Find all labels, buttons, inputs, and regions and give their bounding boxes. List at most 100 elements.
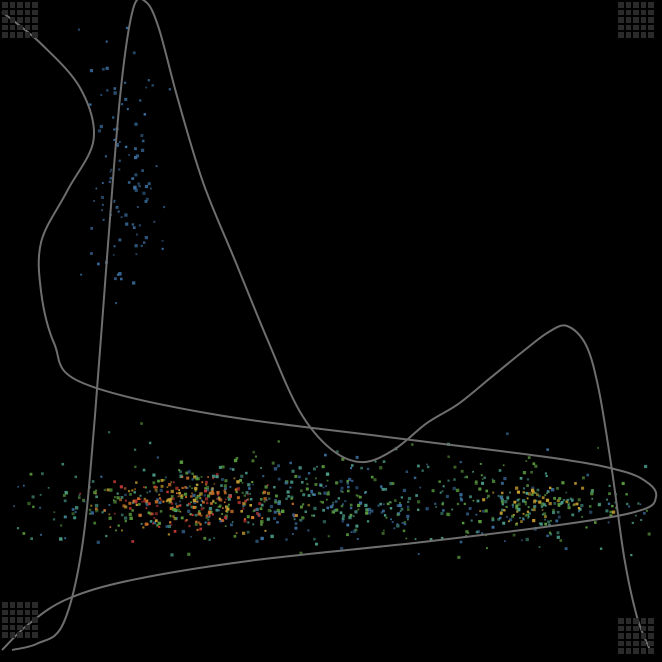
scatter-point — [146, 504, 149, 507]
scatter-point — [158, 497, 161, 500]
scatter-point — [252, 510, 255, 513]
corner-tile — [24, 17, 31, 23]
scatter-point — [340, 504, 344, 508]
scatter-point — [113, 512, 116, 515]
scatter-point — [316, 465, 318, 468]
scatter-point — [608, 492, 611, 496]
scatter-point — [277, 511, 281, 514]
scatter-point — [586, 473, 589, 477]
scatter-point — [100, 195, 104, 199]
scatter-point — [156, 498, 159, 502]
scatter-point — [23, 484, 25, 487]
corner-tile — [633, 618, 639, 624]
scatter-point — [331, 510, 335, 514]
scatter-point — [527, 515, 530, 518]
scatter-point — [122, 504, 126, 508]
scatter-point — [132, 499, 136, 503]
scatter-point — [263, 490, 267, 494]
scatter-point — [528, 492, 532, 496]
scatter-point — [101, 209, 103, 212]
scatter-point — [134, 499, 138, 503]
scatter-point — [216, 493, 219, 496]
scatter-point — [609, 510, 613, 514]
corner-tile — [24, 617, 31, 623]
scatter-point — [172, 506, 174, 508]
scatter-point — [170, 495, 174, 498]
scatter-point — [417, 500, 421, 504]
scatter-point — [271, 461, 275, 465]
scatter-point — [403, 522, 407, 526]
scatter-point — [159, 510, 163, 513]
scatter-point — [161, 247, 164, 250]
scatter-point — [459, 497, 462, 500]
corner-tile — [2, 32, 8, 38]
corner-tile — [32, 609, 38, 616]
scatter-point — [504, 540, 506, 542]
scatter-point — [276, 508, 280, 513]
scatter-point — [644, 464, 648, 469]
scatter-point — [589, 510, 593, 514]
scatter-point — [30, 537, 33, 540]
scatter-point — [556, 531, 560, 535]
scatter-point — [453, 465, 457, 469]
scatter-point — [294, 474, 298, 478]
scatter-point — [152, 522, 154, 525]
corner-tile — [32, 632, 38, 638]
scatter-point — [552, 511, 556, 515]
scatter-point — [142, 191, 146, 195]
scatter-point — [546, 492, 548, 495]
scatter-point — [135, 253, 138, 256]
scatter-point — [133, 448, 137, 451]
scatter-point — [383, 514, 387, 517]
scatter-point — [399, 502, 401, 504]
scatter-point — [299, 551, 303, 555]
scatter-point — [131, 509, 134, 512]
corner-tile — [640, 2, 647, 8]
scatter-point — [129, 493, 132, 496]
scatter-point — [347, 489, 350, 493]
scatter-point — [400, 496, 403, 499]
scatter-point — [100, 94, 103, 96]
scatter-point — [555, 519, 559, 523]
scatter-point — [100, 475, 103, 478]
scatter-point — [141, 500, 143, 503]
scatter-point — [208, 506, 213, 511]
scatter-point — [204, 521, 207, 524]
scatter-point — [39, 506, 42, 509]
scatter-point — [347, 485, 350, 489]
scatter-point — [264, 529, 267, 532]
scatter-point — [119, 498, 122, 502]
scatter-point — [132, 226, 136, 229]
scatter-point — [158, 501, 162, 505]
scatter-point — [193, 475, 197, 479]
scatter-point — [305, 487, 309, 491]
scatter-point — [199, 523, 202, 526]
scatter-point — [561, 481, 565, 485]
scatter-point — [519, 516, 522, 519]
scatter-point — [113, 87, 117, 90]
scatter-point — [374, 460, 377, 463]
scatter-point — [358, 501, 363, 505]
scatter-point — [321, 501, 324, 504]
scatter-point — [326, 479, 329, 482]
scatter-point — [478, 487, 482, 491]
scatter-point — [564, 547, 568, 550]
scatter-point — [326, 492, 330, 496]
scatter-point — [226, 511, 229, 513]
corner-tile — [633, 9, 639, 16]
scatter-point — [525, 537, 529, 542]
scatter-point — [244, 499, 247, 503]
scatter-point — [417, 553, 420, 555]
scatter-point — [149, 512, 153, 516]
scatter-point — [151, 84, 154, 87]
scatter-point — [503, 509, 506, 512]
scatter-point — [260, 467, 263, 469]
scatter-point — [188, 502, 191, 506]
scatter-point — [501, 500, 504, 504]
scatter-point — [31, 495, 35, 499]
scatter-point — [498, 469, 502, 472]
scatter-point — [115, 529, 117, 532]
scatter-point — [154, 488, 158, 492]
scatter-point — [214, 502, 217, 505]
scatter-point — [479, 462, 482, 465]
